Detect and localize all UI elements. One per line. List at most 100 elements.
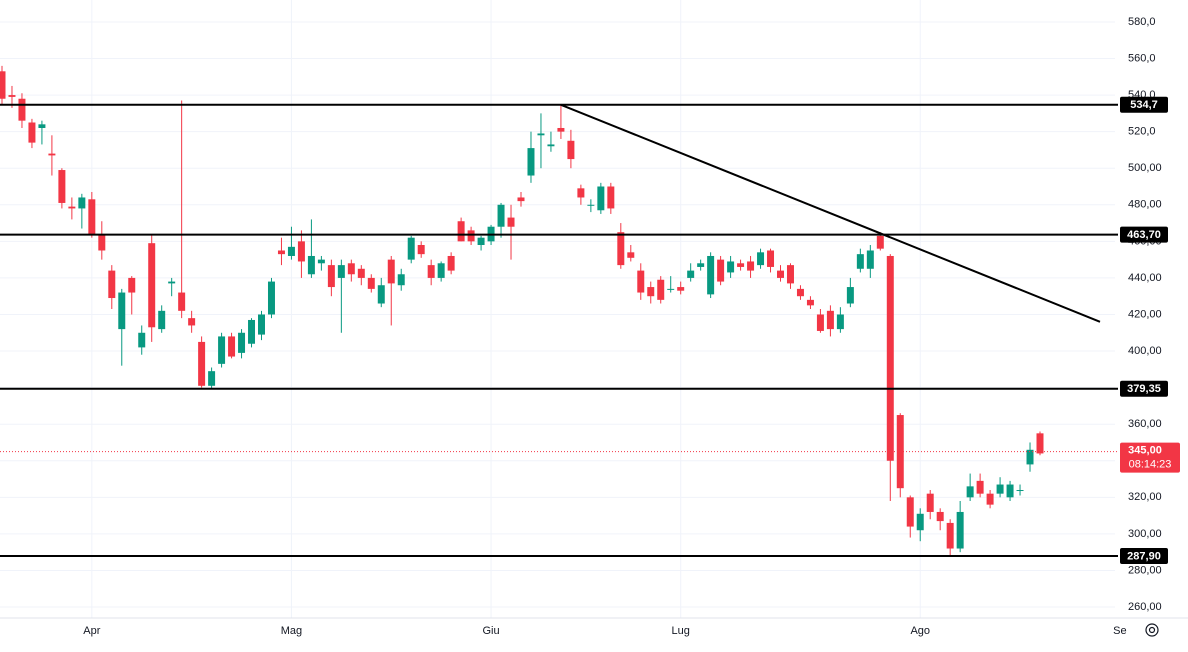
level-label: 287,90 (1127, 550, 1161, 562)
candle-body (767, 250, 775, 267)
trend-line (560, 103, 1101, 323)
x-tick-label: Lug (672, 625, 690, 637)
candle-body (906, 497, 914, 527)
candle-body (297, 241, 305, 262)
candle-body (687, 270, 695, 278)
candle-body (287, 246, 295, 256)
candle-body (796, 288, 804, 297)
candle-body (567, 140, 575, 160)
candle-body (407, 237, 415, 260)
candle-body (966, 486, 974, 498)
candle-body (876, 235, 884, 249)
y-tick-label: 260,00 (1128, 601, 1162, 613)
candle-body (667, 288, 675, 290)
candle-body (68, 206, 76, 209)
candle-body (677, 287, 685, 291)
candle-body (238, 332, 246, 353)
y-tick-label: 420,00 (1128, 308, 1162, 320)
candle-body (248, 319, 256, 344)
candle-body (637, 270, 645, 293)
candle-body (607, 186, 615, 209)
x-tick-label: Se (1113, 625, 1126, 637)
candle-body (717, 259, 725, 282)
candle-body (816, 314, 824, 331)
candle-body (8, 95, 16, 97)
candle-body (986, 493, 994, 505)
candle-body (427, 265, 435, 278)
candle-body (467, 230, 475, 242)
candle-body (497, 204, 505, 227)
candle-body (128, 277, 136, 293)
candle-body (48, 153, 56, 156)
candle-body (98, 234, 106, 251)
x-tick-label: Giu (482, 625, 499, 637)
candle-body (38, 124, 46, 128)
candle-body (228, 336, 236, 357)
y-tick-label: 480,00 (1128, 199, 1162, 211)
candle-body (417, 245, 425, 255)
candle-body (1036, 433, 1044, 454)
level-label-box (1120, 548, 1168, 565)
candle-body (397, 274, 405, 286)
candle-body (737, 263, 745, 267)
candle-body (118, 292, 126, 330)
candle-body (757, 252, 765, 266)
candle-body (148, 243, 156, 328)
candle-body (327, 265, 335, 288)
candle-body (178, 292, 186, 311)
candle-body (307, 255, 315, 275)
candle-body (507, 217, 515, 227)
y-tick-label: 320,00 (1128, 491, 1162, 503)
y-tick-label: 580,0 (1128, 16, 1156, 28)
candle-body (597, 186, 605, 211)
candle-body (18, 98, 26, 121)
candle-body (1016, 490, 1024, 492)
x-tick-label: Apr (83, 625, 100, 637)
candle-body (108, 270, 116, 299)
x-tick-label: Mag (281, 625, 302, 637)
candle-body (547, 144, 555, 147)
candle-body (866, 250, 874, 269)
candle-body (627, 252, 635, 258)
candle-body (367, 277, 375, 289)
candle-body (697, 263, 705, 267)
y-tick-label: 300,00 (1128, 528, 1162, 540)
candle-body (1026, 449, 1034, 465)
candle-body (357, 268, 365, 278)
level-label-box (1120, 380, 1168, 397)
level-label-box (1120, 96, 1168, 113)
level-label: 463,70 (1127, 229, 1161, 241)
candle-body (976, 480, 984, 494)
candle-body (377, 285, 385, 304)
candle-body (657, 279, 665, 300)
candle-body (617, 232, 625, 266)
x-tick-label: Ago (910, 625, 930, 637)
y-tick-label: 280,00 (1128, 564, 1162, 576)
candle-body (826, 310, 834, 330)
candle-body (926, 493, 934, 512)
candle-body (946, 522, 954, 549)
candle-body (846, 287, 854, 304)
candle-body (188, 318, 196, 326)
candle-body (727, 261, 735, 273)
candle-body (777, 270, 784, 278)
candle-body (88, 199, 96, 235)
candle-body (387, 259, 395, 284)
y-tick-label: 520,0 (1128, 126, 1156, 138)
candle-body (138, 332, 146, 348)
candle-body (916, 513, 924, 531)
candle-body (836, 314, 844, 330)
candle-body (707, 255, 715, 295)
candle-body (1006, 484, 1014, 498)
candle-body (58, 170, 66, 203)
level-label: 534,7 (1130, 99, 1158, 111)
current-price-box (1120, 442, 1180, 473)
candle-body (886, 255, 894, 461)
candle-body (437, 263, 445, 278)
candle-body (786, 265, 794, 284)
settings-icon[interactable] (1145, 623, 1159, 637)
candle-body (208, 371, 216, 386)
candle-body (168, 281, 176, 284)
y-tick-label: 360,00 (1128, 418, 1162, 430)
